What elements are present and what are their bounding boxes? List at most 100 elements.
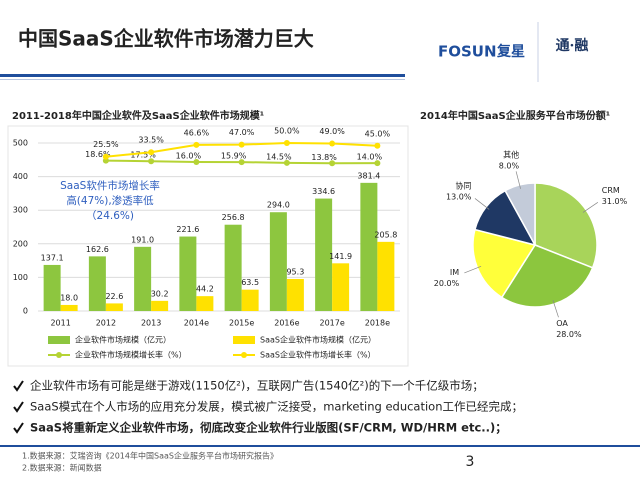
bar <box>43 264 61 311</box>
line-marker <box>238 159 245 166</box>
leader-line <box>515 171 521 189</box>
line-marker <box>374 160 381 167</box>
annotation: （24.6%) <box>86 210 134 222</box>
y-tick-label: 100 <box>13 273 28 282</box>
line-value-label: 14.0% <box>357 153 383 162</box>
leader-line <box>552 300 559 318</box>
y-tick-label: 400 <box>13 172 28 181</box>
bar <box>151 300 169 311</box>
line-marker <box>283 159 290 166</box>
legend-label: SaaS企业软件市场规模（亿元） <box>260 335 376 345</box>
footnote: 2.数据来源：新闻数据 <box>22 463 102 473</box>
bar-value-label: 18.0 <box>60 293 78 302</box>
y-tick-label: 0 <box>23 307 28 316</box>
bar <box>134 246 152 311</box>
legend-label: SaaS企业软件市场增长率（%） <box>260 350 376 360</box>
line-value-label: 47.0% <box>229 128 255 137</box>
y-tick-label: 500 <box>13 139 28 148</box>
y-tick-label: 200 <box>13 239 28 248</box>
bullet: SaaS模式在个人市场的应用充分发展，模式被广泛接受，marketing edu… <box>30 400 523 414</box>
footer-rule <box>0 445 640 447</box>
x-tick-label: 2015e <box>229 319 254 328</box>
x-tick-label: 2017e <box>319 319 344 328</box>
annotation: SaaS软件市场增长率 <box>60 179 160 192</box>
line-value-label: 25.5% <box>93 140 119 149</box>
legend-label: 企业软件市场规模增长率（%） <box>75 350 187 360</box>
x-tick-label: 2016e <box>274 319 299 328</box>
line-value-label: 49.0% <box>319 127 345 136</box>
bar <box>315 198 333 311</box>
pie-chart-title: 2014年中国SaaS企业服务平台市场份额¹ <box>420 109 610 122</box>
bar <box>224 224 242 311</box>
line-value-label: 16.0% <box>176 152 202 161</box>
line-value-label: 18.6% <box>85 150 111 159</box>
legend-swatch <box>233 336 255 344</box>
pie-value-label: 8.0% <box>499 161 520 170</box>
line-marker <box>193 141 200 148</box>
legend-label: 企业软件市场规模（亿元） <box>75 335 171 345</box>
x-tick-label: 2012 <box>96 319 116 328</box>
line-marker <box>193 159 200 166</box>
annotation: 高(47%),渗透率低 <box>66 194 154 207</box>
bar-value-label: 205.8 <box>374 230 397 239</box>
bar <box>196 296 214 311</box>
line-value-label: 45.0% <box>365 129 391 138</box>
logo-seal: 通·融 <box>556 37 589 54</box>
bar-value-label: 256.8 <box>222 213 245 222</box>
bar-value-label: 381.4 <box>357 171 380 180</box>
slide-title: 中国SaaS企业软件市场潜力巨大 <box>18 27 314 51</box>
y-tick-label: 300 <box>13 206 28 215</box>
bullet: 企业软件市场有可能是继于游戏(1150亿²)，互联网广告(1540亿²)的下一个… <box>30 379 484 393</box>
pie-value-label: 28.0% <box>556 330 582 339</box>
line-marker <box>238 141 245 148</box>
check-icon <box>13 401 24 413</box>
title-rule-thin <box>0 79 405 80</box>
bar <box>360 182 378 311</box>
logo-cn: 复星 <box>496 43 525 60</box>
bar-chart-frame <box>7 125 409 367</box>
bar-value-label: 221.6 <box>176 225 199 234</box>
check-icon <box>13 422 24 434</box>
line-value-label: 15.9% <box>221 152 247 161</box>
line-value-label: 33.5% <box>138 136 164 145</box>
line-marker <box>148 158 155 165</box>
x-tick-label: 2018e <box>365 319 390 328</box>
pie-value-label: 20.0% <box>434 279 460 288</box>
bar <box>105 303 123 311</box>
bar-value-label: 191.0 <box>131 235 154 244</box>
bar-value-label: 22.6 <box>105 292 123 301</box>
bar-value-label: 137.1 <box>41 253 64 262</box>
line-marker <box>329 160 336 167</box>
pie-label: IM <box>450 268 459 277</box>
bar <box>269 212 287 311</box>
x-tick-label: 2011 <box>50 319 70 328</box>
bar-value-label: 141.9 <box>329 252 352 261</box>
line-value-label: 13.8% <box>311 153 337 162</box>
x-tick-label: 2014e <box>184 319 209 328</box>
leader-line <box>474 198 490 210</box>
title-rule <box>0 74 405 77</box>
bar <box>377 241 395 311</box>
bar <box>241 289 259 311</box>
pie-label: OA <box>556 319 568 328</box>
pie-value-label: 13.0% <box>446 193 472 202</box>
line-marker <box>283 140 290 146</box>
bar <box>332 263 350 311</box>
pie-label: 协同 <box>455 181 471 191</box>
leader-line <box>582 201 599 213</box>
bar-value-label: 30.2 <box>151 289 169 298</box>
x-tick-label: 2013 <box>141 319 161 328</box>
legend-swatch <box>241 352 247 358</box>
line-value-label: 46.6% <box>184 128 210 137</box>
line-marker <box>102 153 109 160</box>
leader-line <box>464 266 482 274</box>
bullet: SaaS将重新定义企业软件市场，彻底改变企业软件行业版图(SF/CRM, WD/… <box>30 421 507 435</box>
line-value-label: 50.0% <box>274 127 300 136</box>
line-marker <box>374 142 381 149</box>
line-marker <box>329 140 336 147</box>
check-icon <box>13 380 24 392</box>
line-value-label: 17.5% <box>130 151 156 160</box>
logo: FOSUN <box>438 43 497 61</box>
bar-value-label: 294.0 <box>267 201 290 210</box>
